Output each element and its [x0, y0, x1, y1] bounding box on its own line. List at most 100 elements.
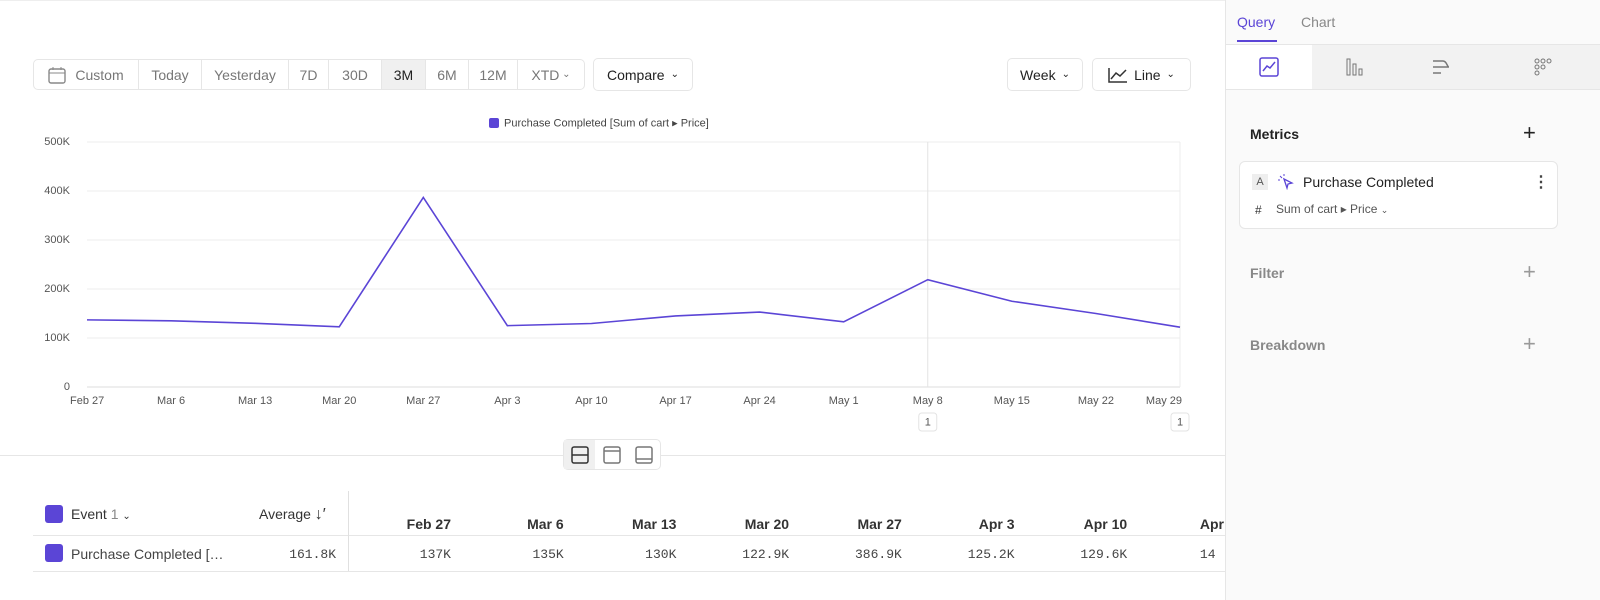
- range-button[interactable]: 7D: [289, 60, 329, 89]
- range-button[interactable]: XTD ⌄: [531, 66, 571, 83]
- metric-letter: A: [1252, 174, 1268, 190]
- add-filter[interactable]: +: [1523, 259, 1536, 284]
- header-checkbox[interactable]: [45, 505, 63, 523]
- chart-type-label: Line: [1134, 66, 1161, 83]
- range-group: Custom Today Yesterday 7D 30D 3M 6M 12M XTD ⌄: [33, 59, 585, 90]
- range-label: 7D: [299, 66, 318, 83]
- annotation-label: 1: [925, 416, 931, 428]
- cell-value: 135K: [532, 547, 564, 562]
- cell-value: 137K: [419, 547, 451, 562]
- compare-button[interactable]: Compare ⌄: [593, 58, 693, 91]
- range-label: XTD: [531, 66, 560, 83]
- range-button[interactable]: 6M: [426, 60, 469, 89]
- tab[interactable]: Chart: [1301, 14, 1336, 30]
- range-label: Today: [151, 66, 189, 83]
- chart: 0 100K 200K 300K 400K 500K Feb 27 Mar 6 Mar 13 Ma…: [44, 117, 1190, 432]
- y-tick-label: 400K: [44, 185, 70, 197]
- cell-value: 386.9K: [854, 547, 902, 562]
- metric-card[interactable]: A Purchase Completed ⋮ # Sum of cart ▸ P…: [1239, 161, 1558, 229]
- range-label: 12M: [479, 66, 507, 83]
- range-label: 30D: [342, 66, 368, 83]
- column-header: Mar 27: [857, 516, 902, 532]
- interval-label: Week: [1020, 66, 1056, 83]
- hash-icon: #: [1255, 203, 1262, 217]
- x-tick-label: Feb 27: [70, 395, 104, 407]
- y-tick-label: 500K: [44, 136, 70, 148]
- range-button[interactable]: Custom: [34, 60, 139, 89]
- layout-table[interactable]: [628, 440, 660, 469]
- view-insights[interactable]: [1226, 45, 1312, 89]
- average-header[interactable]: Average ↓′: [259, 506, 326, 523]
- x-tick-label: May 22: [1078, 395, 1114, 407]
- filter-title: Filter: [1250, 265, 1285, 281]
- column-header: Apr 3: [978, 516, 1015, 532]
- range-button[interactable]: 12M: [469, 60, 518, 89]
- metrics-title: Metrics: [1250, 126, 1300, 142]
- y-tick-label: 100K: [44, 332, 70, 344]
- average-label: Average: [259, 506, 311, 522]
- range-label: Custom: [75, 66, 124, 83]
- table: Event 1 ⌄ Average ↓′ Purchase Completed …: [0, 1, 1225, 600]
- annotation-label: 1: [1177, 416, 1183, 428]
- cell-value: 122.9K: [742, 547, 790, 562]
- layout-toggle: [563, 439, 661, 470]
- tab[interactable]: Query: [1237, 14, 1276, 30]
- x-tick-label: May 15: [994, 395, 1030, 407]
- x-tick-label: May 8: [913, 395, 943, 407]
- range-label: Yesterday: [214, 66, 276, 83]
- annotation-box: [1170, 412, 1190, 432]
- column-header: Mar 20: [744, 516, 790, 532]
- column-header: Feb 27: [406, 516, 451, 532]
- sidebar: Query Chart Metrics + A Purchase Complet…: [1225, 0, 1600, 600]
- event-header[interactable]: Event 1 ⌄: [71, 506, 131, 522]
- x-tick-label: Apr 10: [575, 395, 607, 407]
- x-tick-label: Mar 6: [157, 395, 185, 407]
- line: [86, 195, 1181, 329]
- event-name: Purchase Completed […: [71, 546, 224, 562]
- row-checkbox[interactable]: [45, 544, 63, 562]
- metric-name: Purchase Completed: [1303, 174, 1434, 190]
- x-tick-label: Mar 13: [238, 395, 272, 407]
- x-tick-label: May 1: [829, 395, 859, 407]
- column-header: Apr: [1199, 516, 1225, 532]
- range-button[interactable]: 30D: [329, 60, 382, 89]
- metric-menu[interactable]: ⋮: [1533, 174, 1549, 191]
- event-count: 1: [110, 506, 119, 522]
- y-tick-label: 200K: [44, 283, 70, 295]
- y-tick-label: 300K: [44, 234, 70, 246]
- range-label: 3M: [393, 66, 414, 83]
- interval-button[interactable]: Week ⌄: [1007, 58, 1083, 91]
- range-button[interactable]: 3M: [382, 60, 426, 89]
- x-tick-label: Apr 24: [743, 395, 775, 407]
- tab-underline: [1237, 40, 1277, 42]
- y-tick-label: 0: [64, 381, 70, 393]
- row-divider: [33, 571, 1225, 572]
- legend-label: Purchase Completed [Sum of cart ▸ Price]: [504, 117, 709, 129]
- range-label: 6M: [437, 66, 457, 83]
- layout-split[interactable]: [564, 440, 596, 469]
- annotation-box: [918, 412, 938, 432]
- column-header: Mar 13: [632, 516, 677, 532]
- average-value: 161.8K: [289, 547, 336, 562]
- event-icon: [1278, 174, 1294, 190]
- x-tick-label: Apr 17: [659, 395, 691, 407]
- view-flows[interactable]: [1398, 45, 1484, 89]
- add-metric[interactable]: +: [1523, 120, 1536, 145]
- layout-chart[interactable]: [595, 440, 627, 469]
- row-divider: [33, 535, 1225, 536]
- range-button[interactable]: Yesterday: [202, 60, 289, 89]
- x-tick-label: Mar 20: [322, 395, 356, 407]
- cell-value: 125.2K: [967, 547, 1015, 562]
- view-retention[interactable]: [1484, 45, 1600, 89]
- view-funnels[interactable]: [1312, 45, 1398, 89]
- range-button[interactable]: Today: [139, 60, 202, 89]
- legend-swatch: [489, 118, 499, 128]
- cell-value: 14: [1199, 547, 1216, 562]
- chart-type-button[interactable]: Line ⌄: [1092, 58, 1191, 91]
- main-panel: 0 100K 200K 300K 400K 500K Feb 27 Mar 6 Mar 13 Ma…: [0, 0, 1225, 600]
- column-header: Apr 10: [1083, 516, 1128, 532]
- add-breakdown[interactable]: +: [1523, 331, 1536, 356]
- measure-select[interactable]: Sum of cart ▸ Price ⌄: [1276, 202, 1389, 216]
- cell-value: 130K: [645, 547, 677, 562]
